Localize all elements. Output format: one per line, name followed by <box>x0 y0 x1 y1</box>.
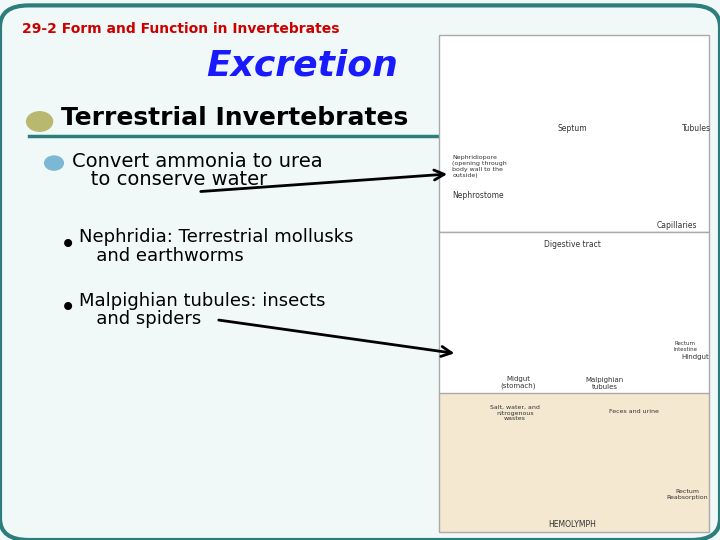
Circle shape <box>27 112 53 131</box>
Text: Rectum
Intestine: Rectum Intestine <box>673 341 698 352</box>
Text: 29-2 Form and Function in Invertebrates: 29-2 Form and Function in Invertebrates <box>22 22 339 36</box>
Text: to conserve water: to conserve water <box>72 170 267 188</box>
Text: Capillaries: Capillaries <box>657 221 697 230</box>
Text: Septum: Septum <box>557 124 588 133</box>
Text: Digestive tract: Digestive tract <box>544 240 600 248</box>
Circle shape <box>45 156 63 170</box>
Text: Feces and urine: Feces and urine <box>608 409 659 414</box>
Text: Convert ammonia to urea: Convert ammonia to urea <box>72 152 323 171</box>
Text: •: • <box>60 231 76 259</box>
Text: •: • <box>60 294 76 322</box>
Text: Hindgut: Hindgut <box>681 354 708 361</box>
Text: and spiders: and spiders <box>79 310 202 328</box>
Text: Salt, water, and
nitrogenous
wastes: Salt, water, and nitrogenous wastes <box>490 405 540 421</box>
Text: Excretion: Excretion <box>207 49 398 83</box>
FancyBboxPatch shape <box>439 232 709 394</box>
Text: Malpighian tubules: insects: Malpighian tubules: insects <box>79 292 325 309</box>
FancyBboxPatch shape <box>439 35 709 232</box>
FancyBboxPatch shape <box>439 393 709 532</box>
Text: Nephridia: Terrestrial mollusks: Nephridia: Terrestrial mollusks <box>79 228 354 246</box>
Text: HEMOLYMPH: HEMOLYMPH <box>549 521 596 529</box>
Text: Malpighian
tubules: Malpighian tubules <box>585 377 624 390</box>
Text: Nephrostome: Nephrostome <box>452 191 504 200</box>
Text: Rectum
Reabsorption: Rectum Reabsorption <box>667 489 708 500</box>
Text: Nephridiopore
(opening through
body wall to the
outside): Nephridiopore (opening through body wall… <box>452 155 507 178</box>
FancyBboxPatch shape <box>0 5 720 540</box>
Text: Midgut
(stomach): Midgut (stomach) <box>500 376 536 389</box>
Text: and earthworms: and earthworms <box>79 247 244 265</box>
Text: Terrestrial Invertebrates: Terrestrial Invertebrates <box>61 106 408 130</box>
Text: Tubules: Tubules <box>683 124 711 133</box>
